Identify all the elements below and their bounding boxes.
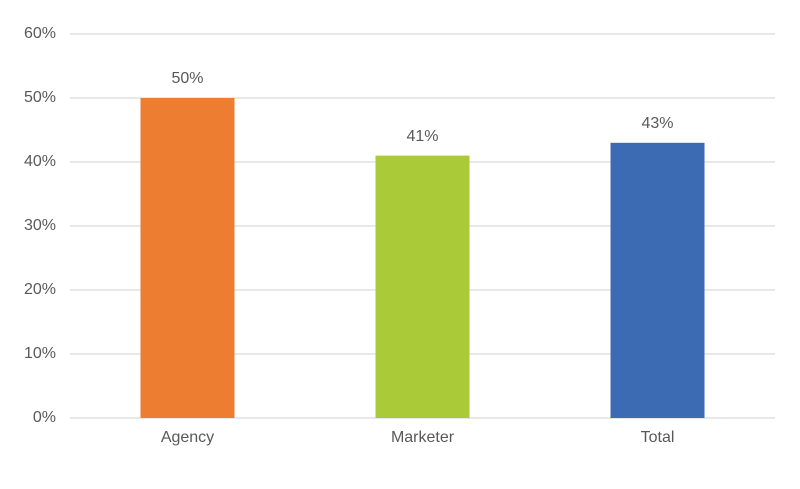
y-tick-label: 30% xyxy=(24,217,56,234)
value-label: 43% xyxy=(641,115,673,132)
bar xyxy=(610,142,705,419)
x-tick-label: Total xyxy=(641,429,675,446)
y-tick-label: 0% xyxy=(33,409,56,426)
y-tick-label: 10% xyxy=(24,345,56,362)
value-label: 41% xyxy=(406,128,438,145)
bar xyxy=(375,155,470,418)
y-tick-label: 60% xyxy=(24,25,56,42)
y-tick-label: 20% xyxy=(24,281,56,298)
bar xyxy=(140,98,235,418)
x-tick-label: Marketer xyxy=(391,429,455,446)
y-tick-label: 40% xyxy=(24,153,56,170)
y-tick-label: 50% xyxy=(24,89,56,106)
value-label: 50% xyxy=(171,70,203,87)
x-tick-label: Agency xyxy=(161,429,214,446)
